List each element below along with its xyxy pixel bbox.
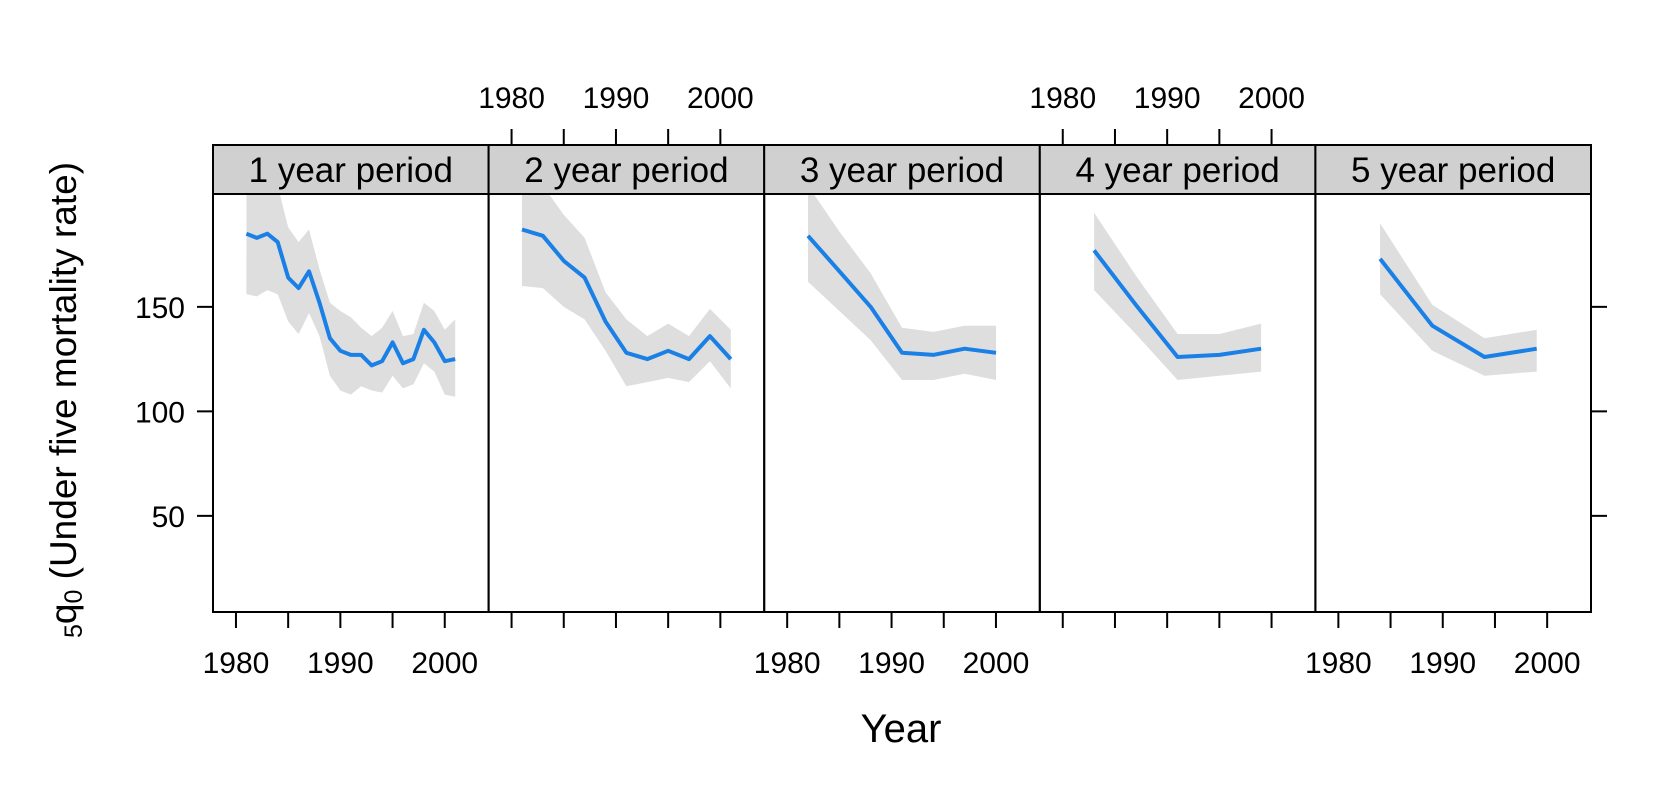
x-tick-label-top: 2000 [1238, 82, 1305, 115]
panel-border-3 [763, 193, 1041, 613]
panels-group: 1 year period 2 year period 3 year period 4… [212, 144, 1593, 613]
x-tick-label-top: 2000 [687, 82, 754, 115]
x-tick-label: 1980 [1305, 647, 1372, 680]
x-tick-label: 1990 [307, 647, 374, 680]
strip-label-3: 3 year period [800, 151, 1004, 190]
series-line-5 [1378, 257, 1538, 359]
confidence-band-1 [246, 194, 456, 397]
x-tick-label: 1990 [1409, 647, 1476, 680]
y-tick-label: 50 [152, 501, 185, 534]
strip-label-2: 2 year period [524, 151, 728, 190]
x-tick-label-top: 1980 [1029, 82, 1096, 115]
x-tick-label: 2000 [963, 647, 1030, 680]
x-tick-label-top: 1980 [478, 82, 545, 115]
x-axis-label: Year [861, 707, 942, 751]
x-tick-label: 2000 [1514, 647, 1581, 680]
panel-border-5 [1314, 193, 1593, 613]
x-tick-label-top: 1990 [583, 82, 650, 115]
x-tick-label: 1990 [858, 647, 925, 680]
series-line-3 [806, 234, 997, 357]
panel-2: 2 year period [487, 144, 766, 613]
confidence-band-2 [522, 194, 731, 389]
panel-border-4 [1038, 193, 1317, 613]
confidence-band-5 [1380, 223, 1537, 376]
panel-3: 3 year period [763, 144, 1041, 613]
x-tick-label-top: 1990 [1134, 82, 1201, 115]
y-tick-label: 100 [135, 396, 185, 429]
strip-label-4: 4 year period [1075, 151, 1279, 190]
strip-label-1: 1 year period [249, 151, 453, 190]
series-line-2 [521, 227, 733, 362]
x-tick-label: 2000 [411, 647, 478, 680]
y-axis-label-subscript-0: 0 [60, 590, 88, 604]
series-line-4 [1092, 249, 1262, 359]
confidence-band-4 [1094, 212, 1262, 380]
x-tick-label: 1980 [203, 647, 270, 680]
axes-group: 1980 1990 2000 1980 1990 2000 1980 1990 2000 1980… [135, 82, 1607, 680]
y-axis-label-subscript: 5 [60, 624, 88, 638]
y-axis-label-q: q [43, 604, 84, 625]
panel-4: 4 year period [1038, 144, 1317, 613]
confidence-band-3 [808, 194, 996, 380]
y-tick-label: 150 [135, 292, 185, 325]
series-line-1 [245, 231, 456, 368]
panel-5: 5 year period [1314, 144, 1593, 613]
y-axis-label-rest: (Under five mortality rate) [43, 162, 84, 590]
x-tick-label: 1980 [754, 647, 821, 680]
y-axis-label: 5q0 (Under five mortality rate) [43, 162, 88, 638]
strip-label-5: 5 year period [1351, 151, 1555, 190]
panel-1: 1 year period [212, 144, 490, 613]
